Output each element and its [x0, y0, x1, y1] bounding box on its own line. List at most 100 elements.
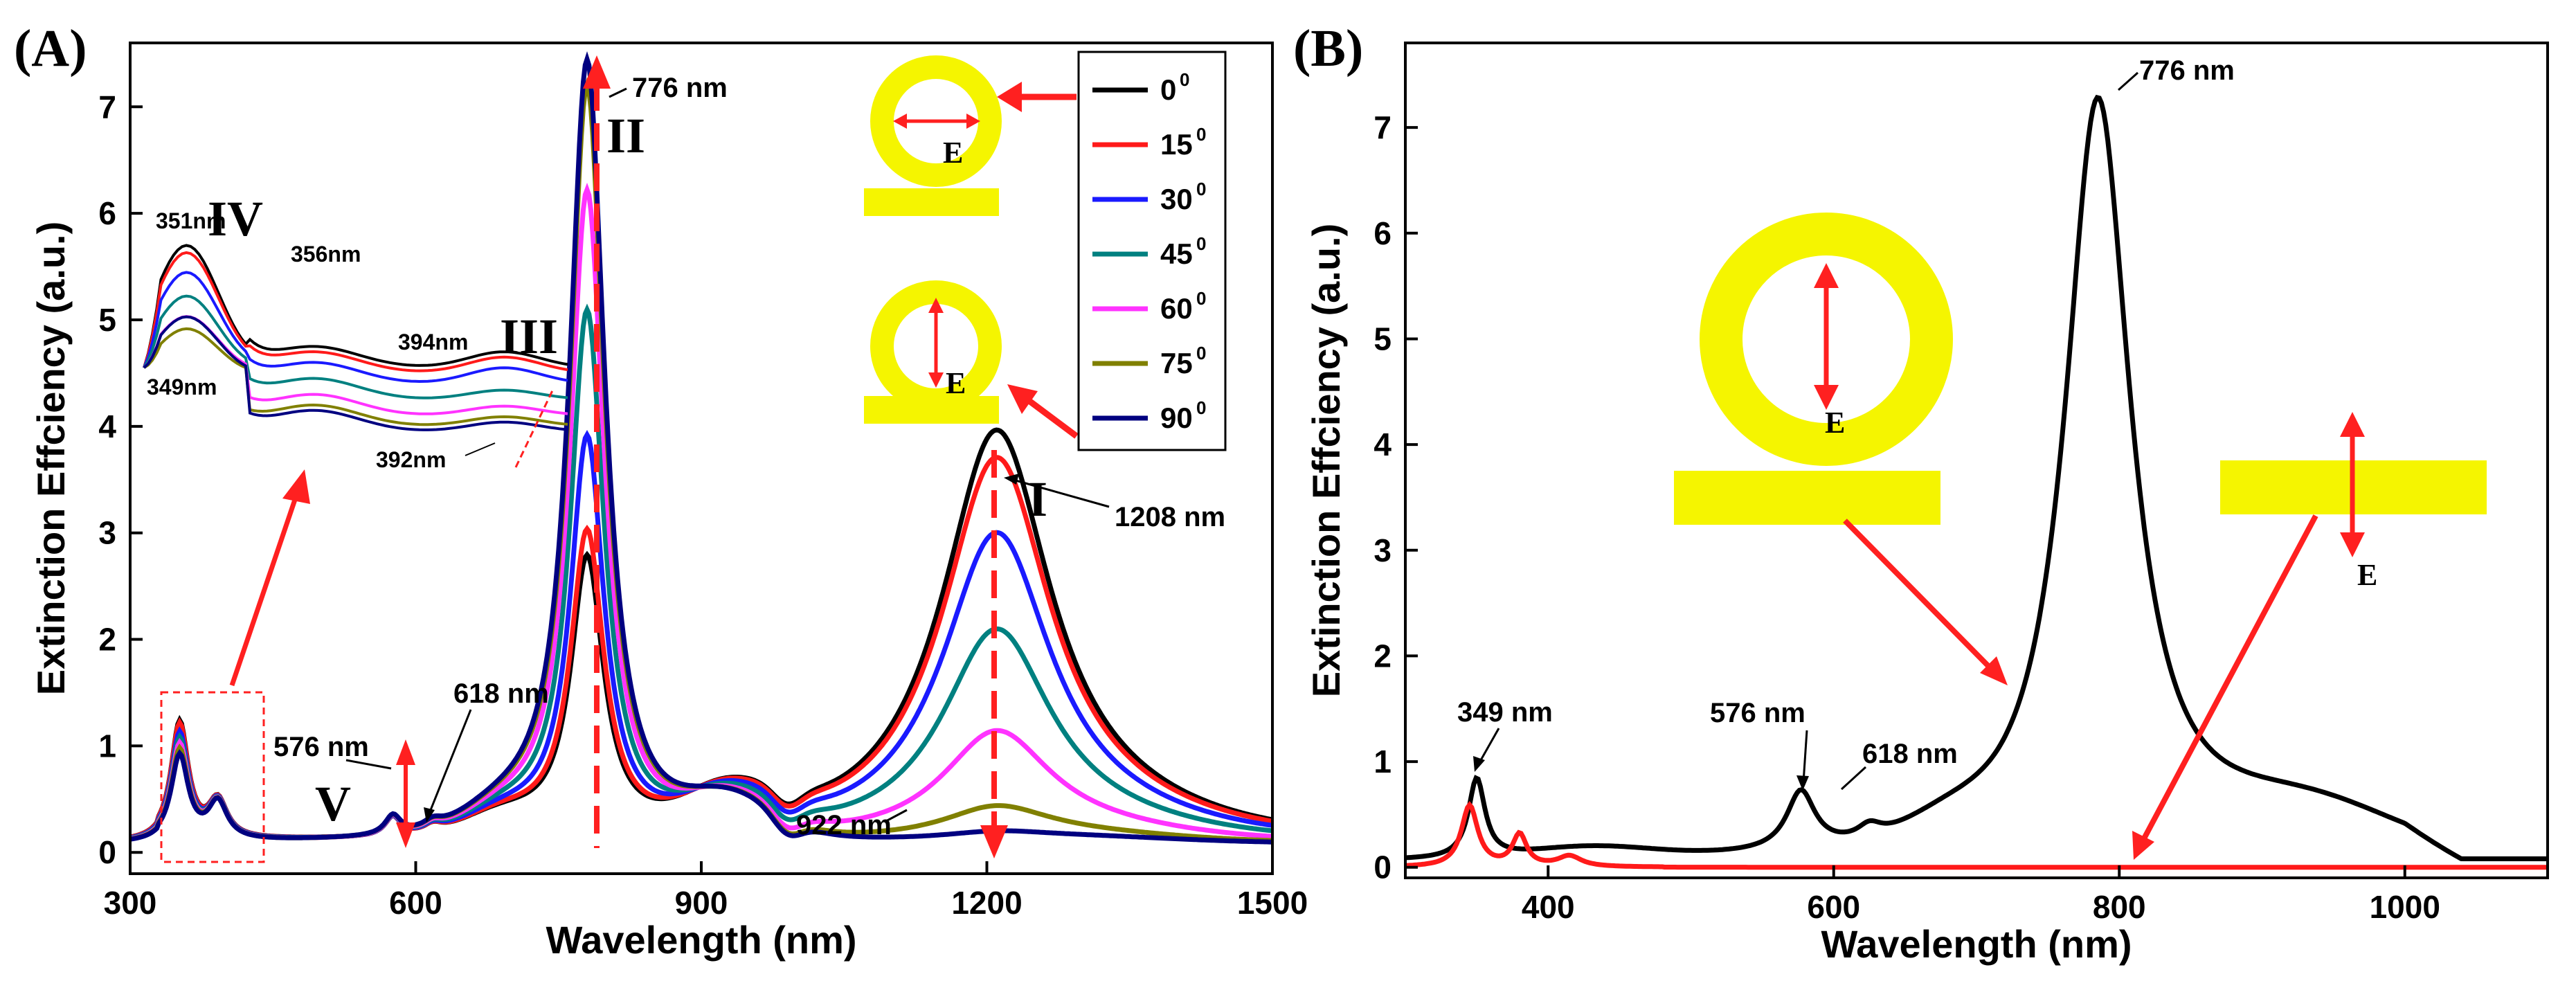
panel-a-graphics: E E 0 015 030 045 060 075 090 0 776 nm 1208 nm — [147, 51, 1227, 863]
a-ytick-0: 0 — [98, 834, 116, 870]
a-xtick-3: 1200 — [951, 885, 1022, 921]
label-576nm: 576 nm — [273, 732, 369, 762]
b-plot-frame — [1404, 42, 2549, 879]
inset-series-2 — [143, 271, 568, 384]
a-xtick-2: 900 — [675, 885, 728, 921]
legend-degree-6: 0 — [1196, 397, 1206, 418]
series-a-6 — [130, 51, 1272, 845]
series-a-1 — [130, 455, 1272, 840]
peak-v-arrow-down — [396, 822, 415, 848]
pointer-omega-to-black — [1843, 519, 1996, 674]
e-field-label-1: E — [943, 136, 963, 170]
pointer-rod-head — [2132, 831, 2154, 860]
b-xtick-1: 600 — [1807, 889, 1860, 925]
inset-pointer-head — [282, 469, 310, 504]
b-xtick-2: 800 — [2093, 889, 2146, 925]
b-label-576nm: 576 nm — [1710, 698, 1805, 728]
inset-series-1 — [143, 251, 568, 372]
label-922nm: 922 nm — [796, 810, 892, 840]
legend-degree-5: 0 — [1196, 343, 1206, 363]
peak-ii-arrow-head — [583, 55, 611, 89]
legend-pointer-head-1 — [997, 82, 1022, 112]
nanorod-structure-b: E — [2220, 412, 2487, 592]
omega-structure-b: E — [1674, 213, 1953, 525]
e-field-label-2: E — [946, 366, 966, 400]
b-ytick-6: 6 — [1373, 215, 1391, 251]
legend-degree-1: 0 — [1196, 124, 1206, 145]
label-1208nm: 1208 nm — [1115, 502, 1225, 532]
peak-v-arrow-up — [396, 739, 415, 765]
b-ytick-1: 1 — [1373, 744, 1391, 780]
legend-pointer-head-2 — [1007, 384, 1038, 414]
legend-degree-4: 0 — [1196, 288, 1206, 309]
b-ytick-4: 4 — [1373, 426, 1391, 462]
omega-structure-parallel: E — [864, 55, 1002, 216]
pointer-omega-head — [1980, 656, 2008, 685]
panel-a-label: (A) — [14, 19, 87, 78]
a-ytick-2: 2 — [98, 622, 116, 658]
a-xtick-1: 600 — [389, 885, 442, 921]
omega-structure-perpendicular: E — [864, 280, 1002, 424]
a-ytick-5: 5 — [98, 302, 116, 338]
a-ytick-3: 3 — [98, 515, 116, 551]
legend-degree-2: 0 — [1196, 179, 1206, 199]
panel-b: (B) E E 776 nm 3 4 — [1293, 19, 2549, 966]
inset-pointer-arrow — [229, 490, 300, 687]
b-ytick-7: 7 — [1373, 109, 1391, 145]
label-349nm: 349nm — [147, 375, 217, 399]
e-field-label-b1: E — [1825, 406, 1845, 440]
label-351nm: 351nm — [156, 208, 226, 233]
label-i: I — [1028, 471, 1047, 527]
legend-label-6: 90 — [1160, 402, 1193, 434]
a-ytick-4: 4 — [98, 408, 116, 444]
label-394nm: 394nm — [398, 330, 468, 354]
b-xtick-3: 1000 — [2370, 889, 2440, 925]
label-618nm: 618 nm — [453, 678, 549, 709]
label-iii: III — [500, 309, 558, 364]
panel-b-graphics: E E 776 nm 349 nm 576 nm 618 nm — [1457, 55, 2487, 860]
inset-series-0 — [143, 244, 568, 368]
inset-series-5 — [143, 327, 568, 426]
series-b-1 — [1405, 801, 2547, 870]
label-iv: IV — [208, 191, 263, 246]
label-ii: II — [606, 108, 645, 163]
b-ytick-5: 5 — [1373, 321, 1391, 357]
b-ytick-3: 3 — [1373, 532, 1391, 568]
b-ytick-0: 0 — [1373, 849, 1391, 885]
legend-label-4: 60 — [1160, 292, 1193, 325]
legend-label-0: 0 — [1160, 73, 1176, 106]
panel-b-label: (B) — [1293, 19, 1363, 78]
legend-label-5: 75 — [1160, 347, 1193, 379]
legend-label-3: 45 — [1160, 237, 1193, 270]
b-label-349nm: 349 nm — [1457, 697, 1553, 728]
pointer-rod-to-red — [2140, 514, 2318, 843]
b-xtick-0: 400 — [1522, 889, 1575, 925]
series-b-0 — [1405, 94, 2547, 861]
a-y-axis-label: Extinction Effciency (a.u.) — [29, 222, 73, 696]
a-ytick-7: 7 — [98, 89, 116, 125]
b-label-776nm: 776 nm — [2139, 55, 2235, 86]
b-x-axis-label: Wavelength (nm) — [1821, 922, 2132, 966]
a-ytick-6: 6 — [98, 195, 116, 231]
b-ytick-2: 2 — [1373, 638, 1391, 674]
b-y-axis-label: Extinction Effciency (a.u.) — [1304, 224, 1348, 698]
label-v: V — [315, 776, 351, 831]
inset-series-3 — [143, 294, 568, 399]
inset-series-6 — [143, 315, 568, 431]
label-392nm: 392nm — [376, 447, 446, 472]
e-field-label-b2: E — [2357, 558, 2377, 592]
a-xtick-0: 300 — [104, 885, 157, 921]
legend-degree-3: 0 — [1196, 233, 1206, 254]
legend-pointer-arrow-2 — [1028, 399, 1079, 439]
uv-region-box — [160, 691, 265, 863]
legend-label-2: 30 — [1160, 183, 1193, 215]
legend — [1077, 51, 1227, 451]
panel-a: (A) E — [14, 19, 1308, 962]
peak-i-arrow-head — [980, 825, 1008, 858]
b-label-618nm: 618 nm — [1862, 739, 1958, 769]
label-356nm: 356nm — [291, 242, 361, 267]
legend-label-1: 15 — [1160, 128, 1193, 161]
a-xtick-4: 1500 — [1237, 885, 1308, 921]
a-ytick-1: 1 — [98, 728, 116, 764]
